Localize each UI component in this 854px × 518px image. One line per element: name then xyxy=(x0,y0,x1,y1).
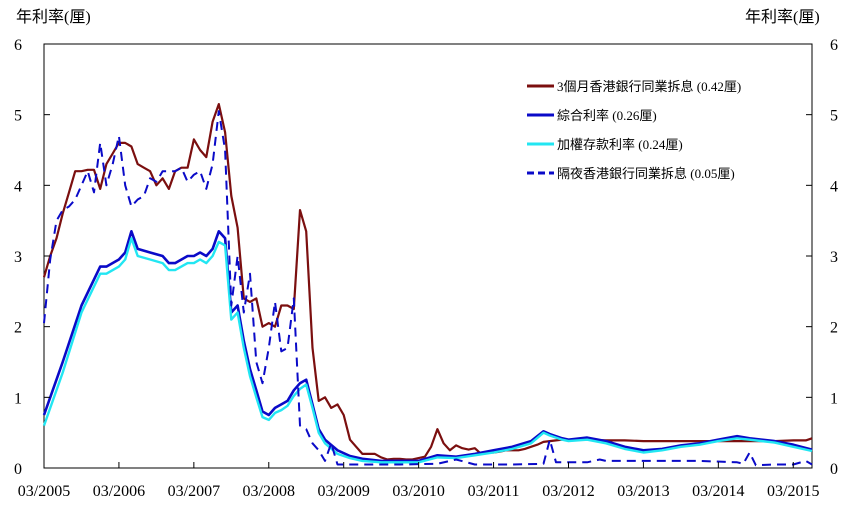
legend-label: 加權存款利率 (0.24厘) xyxy=(557,137,683,152)
y-tick-label-left: 3 xyxy=(14,249,22,266)
series-layer xyxy=(42,103,813,467)
y-tick-label-right: 3 xyxy=(830,249,838,266)
legend-label: 綜合利率 (0.26厘) xyxy=(557,108,657,123)
y-tick-label-left: 1 xyxy=(14,390,22,407)
series-line xyxy=(42,103,813,461)
x-tick-label: 03/2010 xyxy=(392,483,444,500)
y-tick-label-right: 5 xyxy=(830,108,838,125)
x-tick-label: 03/2013 xyxy=(617,483,669,500)
y-tick-label-left: 2 xyxy=(14,320,22,337)
x-tick-label: 03/2014 xyxy=(692,483,744,500)
y-tick-label-right: 6 xyxy=(830,37,838,54)
y-axis-label-left: 年利率(厘) xyxy=(16,8,91,26)
series-line xyxy=(43,110,813,467)
legend-label: 隔夜香港銀行同業拆息 (0.05厘) xyxy=(557,166,735,181)
legend-label: 3個月香港銀行同業拆息 (0.42厘) xyxy=(557,79,741,94)
y-tick-label-left: 5 xyxy=(14,108,22,125)
y-tick-label-right: 0 xyxy=(830,461,838,478)
y-tick-label-right: 4 xyxy=(830,178,838,195)
series-line xyxy=(42,237,813,464)
y-tick-label-right: 2 xyxy=(830,320,838,337)
x-tick-label: 03/2012 xyxy=(542,483,594,500)
axes-layer: 0 0 1 1 2 2 3 3 4 4 5 5 6 6 03/2005 03/2006 03/2007 03/20… xyxy=(14,37,838,500)
y-tick-label-left: 0 xyxy=(14,461,22,478)
y-tick-label-right: 1 xyxy=(830,390,838,407)
y-tick-label-left: 4 xyxy=(14,178,22,195)
legend: 3個月香港銀行同業拆息 (0.42厘) 綜合利率 (0.26厘) 加權存款利率 (0… xyxy=(527,79,741,181)
y-tick-label-left: 6 xyxy=(14,37,22,54)
x-tick-label: 03/2007 xyxy=(168,483,220,500)
x-tick-label: 03/2015 xyxy=(767,483,819,500)
x-tick-label: 03/2006 xyxy=(93,483,145,500)
y-axis-label-right: 年利率(厘) xyxy=(745,8,820,26)
x-tick-label: 03/2008 xyxy=(243,483,295,500)
x-tick-label: 03/2005 xyxy=(18,483,70,500)
series-line xyxy=(42,230,813,463)
x-tick-label: 03/2009 xyxy=(317,483,369,500)
x-tick-label: 03/2011 xyxy=(468,483,520,500)
